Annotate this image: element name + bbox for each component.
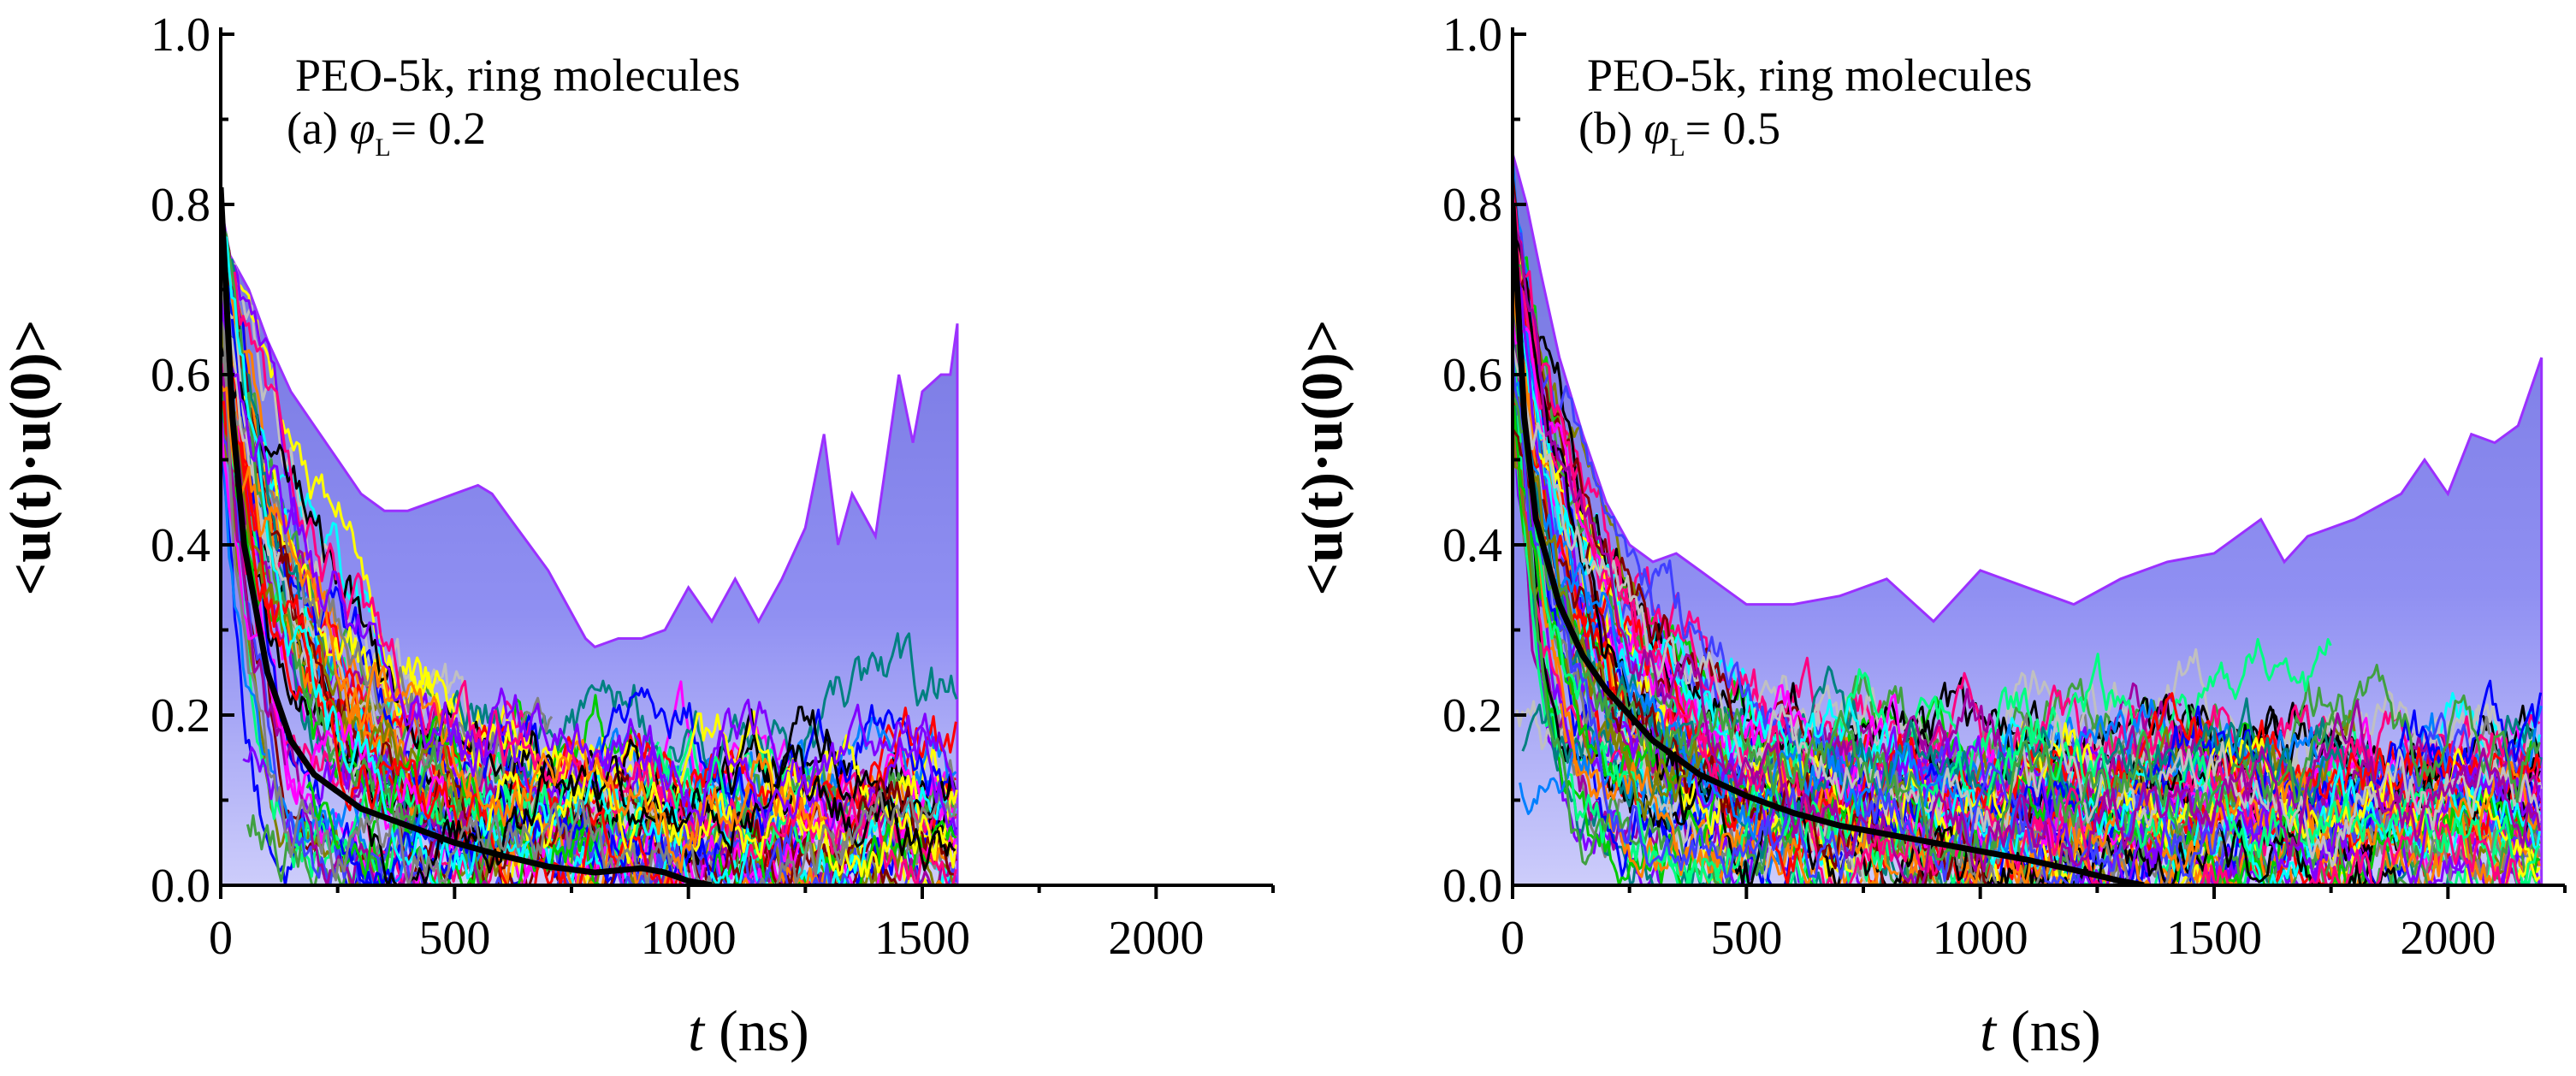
panel-a-trajectory-line <box>487 753 958 878</box>
panel-a-x-tick-label: 2000 <box>1108 912 1204 965</box>
panel-b-trajectory-line <box>1513 204 2541 885</box>
panel-b-y-tick-label: 0.0 <box>1442 860 1502 913</box>
panel-a-trajectory-line <box>242 692 957 851</box>
panel-b-y-axis-title: <u(t)·u(0)> <box>1289 319 1354 595</box>
panel-a-y-tick-label: 0.4 <box>151 519 210 572</box>
panel-a-trajectory-line <box>221 356 554 787</box>
panel-b-trajectory-line <box>1513 193 2540 885</box>
panel-b-y-tick-label: 0.4 <box>1442 519 1502 572</box>
panel-b-trajectory-line <box>1513 396 2541 861</box>
panel-a-x-axis-title: t (ns) <box>688 998 809 1063</box>
panel-a-trajectory-line <box>221 400 692 885</box>
panel-a-y-tick-label: 0.6 <box>151 349 210 402</box>
panel-a-mean-curve <box>221 186 713 885</box>
panel-a-title: PEO-5k, ring molecules <box>295 50 740 101</box>
panel-b-trajectory-line <box>1513 347 2224 885</box>
panel-b-x-tick-label: 500 <box>1710 912 1782 965</box>
panel-a-y-tick-label: 0.0 <box>151 860 210 913</box>
panel-a-y-axis-title: <u(t)·u(0)> <box>0 319 62 595</box>
panel-a-y-tick-label: 1.0 <box>151 9 210 62</box>
panel-a-x-tick-label: 0 <box>209 912 233 965</box>
panel-a-x-tick-label: 1500 <box>874 912 970 965</box>
panel-a-trajectory-line <box>221 383 828 873</box>
panel-b-y-tick-label: 0.8 <box>1442 179 1502 232</box>
panel-a-trajectory-line <box>221 294 957 837</box>
panel-b-title: PEO-5k, ring molecules <box>1587 50 2032 101</box>
panel-b-x-axis-title: t (ns) <box>1980 998 2101 1063</box>
panel-a: 0.0 0.2 0.4 0.6 0.8 1.0 0 500 1000 1500 2000 PEO-5… <box>0 9 1275 1063</box>
panel-b-x-tick-label: 1500 <box>2166 912 2262 965</box>
panel-b-envelope-area <box>1513 152 2543 885</box>
panel-a-x-tick-label: 1000 <box>641 912 737 965</box>
panel-b-trajectory-line <box>1513 334 2345 860</box>
panel-b: 0.0 0.2 0.4 0.6 0.8 1.0 0 500 1000 1500 2000 PEO-5… <box>1289 9 2567 1063</box>
panel-b-x-tick-label: 0 <box>1501 912 1525 965</box>
panel-a-trajectory-line <box>221 423 466 813</box>
panel-b-trajectory-line <box>1513 340 2541 885</box>
panel-b-x-tick-label: 2000 <box>2400 912 2496 965</box>
panel-b-mean-curve <box>1513 204 2145 885</box>
panel-a-x-tick-label: 500 <box>418 912 490 965</box>
panel-a-y-tick-label: 0.2 <box>151 689 210 742</box>
panel-b-trajectory-line <box>1513 428 1990 885</box>
panel-a-y-tick-label: 0.8 <box>151 179 210 232</box>
panel-b-y-tick-label: 0.6 <box>1442 349 1502 402</box>
panel-b-y-tick-label: 1.0 <box>1442 9 1502 62</box>
panel-a-trajectory-line <box>221 266 957 885</box>
panel-a-annotation: (a) φL= 0.2 <box>287 103 486 162</box>
panel-b-x-tick-label: 1000 <box>1933 912 2028 965</box>
panel-b-trajectory-line <box>1513 274 2541 885</box>
panel-b-annotation: (b) φL= 0.5 <box>1578 103 1780 162</box>
panel-b-y-tick-label: 0.2 <box>1442 689 1502 742</box>
